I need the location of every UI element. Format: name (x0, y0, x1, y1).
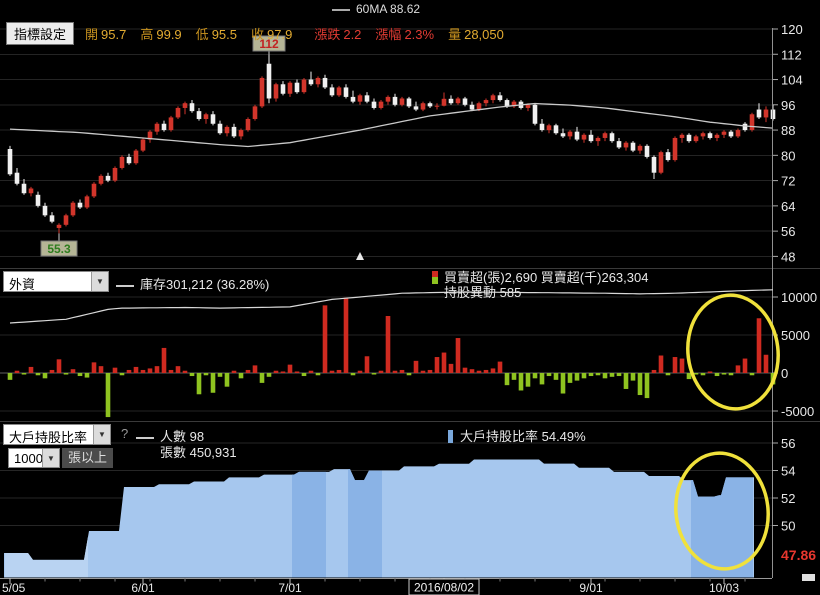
chevron-down-icon: ▼ (91, 272, 108, 291)
ratio-area-legend-icon (448, 430, 453, 443)
svg-text:88: 88 (781, 123, 795, 138)
quote-open: 開 95.7 (85, 27, 127, 42)
svg-text:48: 48 (781, 249, 795, 264)
inventory-legend: 庫存301,212 (36.28%) (116, 274, 269, 293)
ratio-indicator-select-value: 大戶持股比率 (9, 430, 88, 444)
institution-select[interactable]: 外資 ▼ (3, 271, 109, 292)
ratio-indicator-select[interactable]: 大戶持股比率 ▼ (3, 424, 111, 445)
institution-select-value: 外資 (9, 277, 36, 291)
svg-text:9/01: 9/01 (579, 581, 603, 595)
ma-legend: 60MA 88.62 (332, 2, 420, 16)
svg-text:10000: 10000 (781, 290, 817, 305)
quote-bar: 指標設定 開 95.7 高 99.9 低 95.5 收 97.9 漲跌 2.2 漲幅 2.3… (6, 22, 507, 45)
candlestick-panel: 120 112 104 96 88 80 72 64 56 48 112 55.3 (0, 22, 803, 264)
svg-text:104: 104 (781, 73, 803, 88)
ma60-line (9, 102, 774, 148)
quote-volume: 量 28,050 (448, 27, 504, 42)
scrollbar-handle[interactable] (802, 574, 815, 581)
svg-text:56: 56 (781, 436, 795, 451)
help-icon[interactable]: ? (121, 426, 129, 441)
threshold-select-value: 1000 (14, 451, 42, 466)
svg-text:80: 80 (781, 148, 795, 163)
quote-close: 收 97.9 (251, 27, 293, 42)
svg-text:72: 72 (781, 174, 795, 189)
chevron-down-icon: ▼ (93, 425, 110, 444)
holding-change-legend: 持股異動 585 (444, 285, 522, 300)
x-axis: 5/05 6/01 7/01 2016/08/02 9/01 10/03 (0, 578, 772, 595)
svg-text:55.3: 55.3 (47, 242, 71, 256)
buy-sell-legend-icon (432, 271, 438, 284)
quote-change: 漲跌 2.2 (314, 27, 362, 42)
threshold-select[interactable]: 1000 ▼ (8, 448, 60, 468)
svg-text:7/01: 7/01 (278, 581, 302, 595)
threshold-suffix-label: 張以上 (62, 448, 114, 468)
holder-ratio-legend: 大戶持股比率 54.49% (448, 426, 586, 445)
ma-line-icon (332, 8, 350, 11)
svg-text:54: 54 (781, 464, 795, 479)
quote-high: 高 99.9 (140, 27, 182, 42)
svg-text:-5000: -5000 (781, 404, 814, 419)
people-line-icon (136, 436, 154, 439)
quote-low: 低 95.5 (195, 27, 237, 42)
people-count-legend: 人數 98 (136, 426, 204, 445)
svg-text:47.86: 47.86 (781, 547, 816, 563)
net-buy-legend: 買賣超(張)2,690 買賣超(千)263,304 持股異動 585 (432, 270, 648, 300)
svg-text:56: 56 (781, 224, 795, 239)
highlight-circle (686, 293, 780, 411)
inventory-line-icon (116, 284, 134, 287)
chevron-down-icon: ▼ (42, 449, 59, 467)
svg-text:50: 50 (781, 519, 795, 534)
indicator-settings-button[interactable]: 指標設定 (6, 22, 75, 45)
svg-text:112: 112 (259, 37, 279, 51)
ma-legend-text: 60MA 88.62 (356, 2, 421, 16)
lots-count-legend: 張數 450,931 (160, 445, 237, 460)
inventory-line (9, 289, 774, 324)
event-triangle-marker (356, 252, 364, 260)
holder-ratio-panel: 56 54 52 50 47.86 (0, 436, 816, 578)
svg-text:2016/08/02: 2016/08/02 (414, 581, 474, 595)
svg-text:96: 96 (781, 98, 795, 113)
svg-text:10/03: 10/03 (709, 581, 739, 595)
highlight-circle (674, 451, 770, 571)
svg-text:112: 112 (781, 47, 802, 62)
svg-text:6/01: 6/01 (131, 581, 155, 595)
foreign-net-buy-panel: 10000 5000 0 -5000 (0, 289, 817, 419)
svg-text:120: 120 (781, 22, 803, 37)
svg-text:64: 64 (781, 199, 795, 214)
svg-text:5000: 5000 (781, 328, 810, 343)
quote-change-pct: 漲幅 2.3% (375, 27, 435, 42)
svg-text:5/05: 5/05 (2, 581, 26, 595)
svg-text:0: 0 (781, 366, 788, 381)
svg-text:52: 52 (781, 491, 795, 506)
